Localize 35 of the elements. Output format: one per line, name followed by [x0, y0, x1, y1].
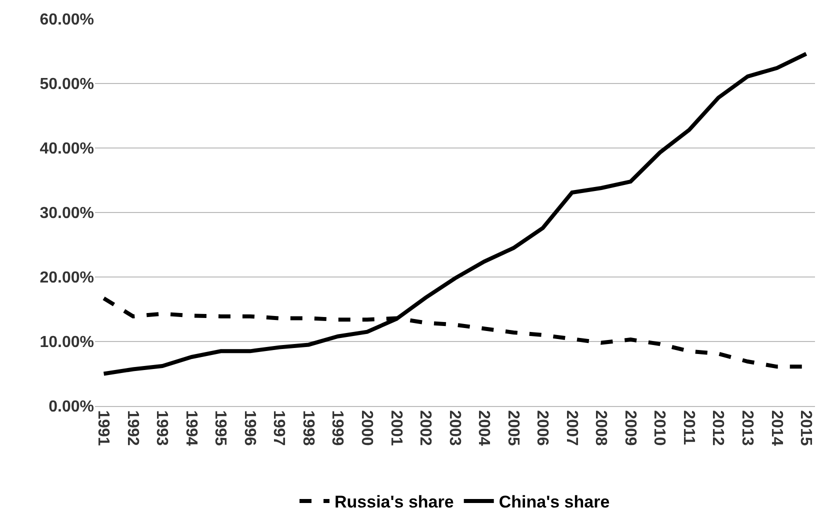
x-tick-label: 2005 — [504, 410, 522, 446]
y-tick-label: 60.00% — [40, 12, 94, 29]
x-tick-label: 1995 — [212, 410, 229, 446]
y-tick-label: 30.00% — [40, 205, 94, 222]
x-tick-label: 1993 — [153, 410, 170, 446]
x-tick-label: 2012 — [709, 410, 726, 446]
y-tick-label: 10.00% — [40, 334, 94, 352]
x-tick-label: 2009 — [621, 410, 638, 446]
x-tick-label: 1998 — [299, 410, 316, 446]
line-series — [102, 52, 808, 376]
x-tick-label: 2013 — [738, 410, 756, 446]
x-tick-label: 1996 — [240, 410, 258, 446]
y-tick-label: 20.00% — [40, 270, 94, 287]
legend-label: China's share — [498, 492, 610, 512]
x-tick-label: 2011 — [680, 410, 697, 446]
x-tick-label: 1997 — [270, 410, 288, 446]
x-tick-label: 2015 — [797, 410, 814, 446]
x-tick-label: 1999 — [328, 410, 346, 446]
y-tick-label: 50.00% — [40, 76, 94, 94]
x-tick-label: 2007 — [562, 410, 580, 446]
x-tick-label: 2001 — [387, 410, 404, 446]
x-tick-label: 1992 — [124, 410, 141, 446]
x-tick-label: 2004 — [475, 410, 492, 446]
y-tick-label: 40.00% — [40, 140, 94, 158]
x-tick-label: 2002 — [416, 410, 434, 446]
x-tick-label: 2010 — [650, 410, 668, 446]
x-tick-label: 2014 — [768, 410, 785, 446]
legend-label: Russia's share — [334, 492, 454, 512]
x-tick-label: 2000 — [358, 410, 375, 446]
x-tick-label: 2003 — [446, 410, 463, 446]
x-tick-label: 2008 — [592, 410, 610, 446]
x-tick-label: 1991 — [94, 410, 112, 446]
x-tick-label: 2006 — [534, 410, 551, 446]
x-tick-label: 1994 — [182, 410, 200, 446]
y-tick-label: 0.00% — [48, 398, 94, 416]
